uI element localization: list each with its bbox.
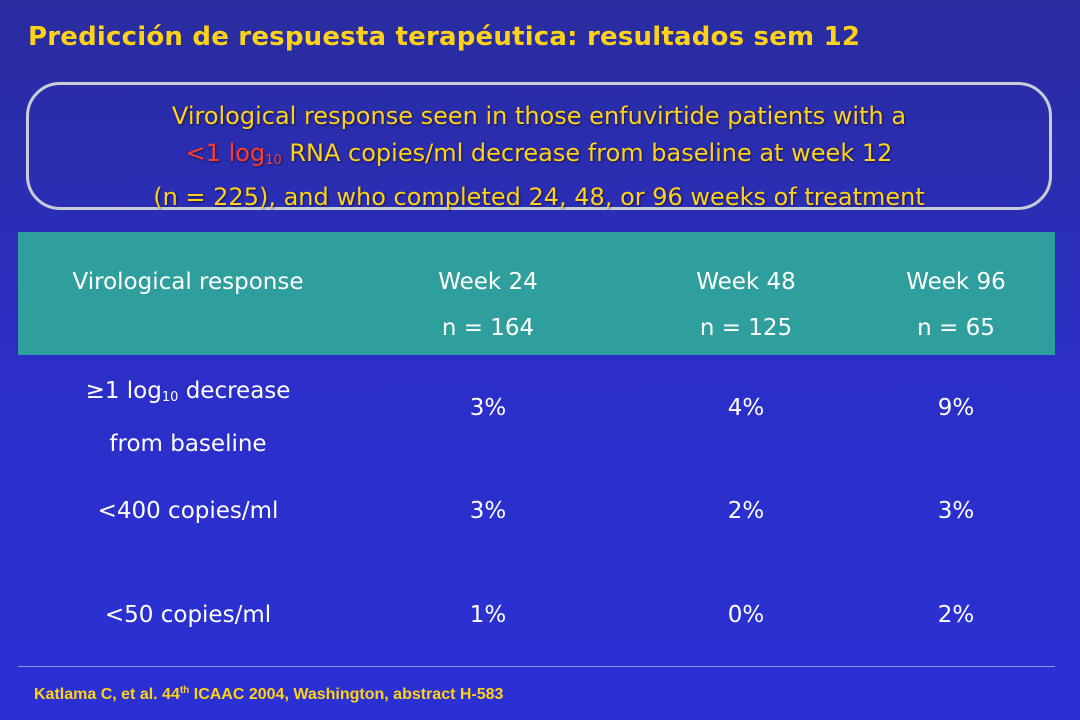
row-2-week-96-value: 3% [937, 498, 975, 524]
row-1-week-48-value: 4% [727, 395, 765, 421]
header-week-24-n: n = 164 [441, 315, 535, 341]
callout-line-3: (n = 225), and who completed 24, 48, or … [153, 183, 925, 211]
callout-line-2: <1 log10 RNA copies/ml decrease from bas… [29, 135, 1049, 179]
header-week-48: Week 48 n = 125 [658, 259, 834, 351]
header-week-24: Week 24 n = 164 [400, 259, 576, 351]
header-week-24-label: Week 24 [438, 269, 538, 295]
header-week-96: Week 96 n = 65 [868, 259, 1044, 351]
citation-footer: Katlama C, et al. 44th ICAAC 2004, Washi… [34, 685, 503, 704]
header-week-96-label: Week 96 [906, 269, 1006, 295]
row-1-week-96-value: 9% [937, 395, 975, 421]
row-3-week-24-value: 1% [469, 602, 507, 628]
callout-red-prefix: <1 log [185, 139, 266, 167]
callout-red-subscript: 10 [265, 153, 282, 168]
citation-superscript: th [179, 685, 190, 696]
header-week-48-label: Week 48 [696, 269, 796, 295]
summary-callout-box: Virological response seen in those enfuv… [26, 82, 1052, 211]
callout-line-2-rest: RNA copies/ml decrease from baseline at … [281, 139, 893, 167]
row-1-label: ≥1 log10 decrease from baseline [18, 368, 358, 467]
table-header-band [18, 232, 1055, 355]
row-2-label: <400 copies/ml [97, 498, 279, 524]
header-virological-response: Virological response [72, 269, 304, 295]
slide-title: Predicción de respuesta terapéutica: res… [28, 22, 861, 52]
row-2-week-24-value: 3% [469, 498, 507, 524]
row-3-week-48-value: 0% [727, 602, 765, 628]
header-week-48-n: n = 125 [699, 315, 793, 341]
callout-red-threshold: <1 log10 [185, 139, 282, 168]
citation-suffix: ICAAC 2004, Washington, abstract H-583 [189, 686, 504, 703]
row-3-week-96-value: 2% [937, 602, 975, 628]
row-1-label-line-2: from baseline [109, 431, 267, 457]
callout-line-1: Virological response seen in those enfuv… [171, 102, 907, 130]
row-2-week-48-value: 2% [727, 498, 765, 524]
row-1-week-24-value: 3% [469, 395, 507, 421]
citation-prefix: Katlama C, et al. 44 [34, 686, 180, 703]
row-1-label-suffix: decrease [178, 378, 291, 404]
row-1-label-line-1: ≥1 log10 decrease [18, 368, 358, 421]
row-1-label-prefix: ≥1 log [85, 378, 162, 404]
row-3-label: <50 copies/ml [104, 602, 272, 628]
header-week-96-n: n = 65 [917, 315, 995, 341]
table-bottom-divider [18, 666, 1055, 667]
row-1-label-subscript: 10 [161, 390, 179, 405]
